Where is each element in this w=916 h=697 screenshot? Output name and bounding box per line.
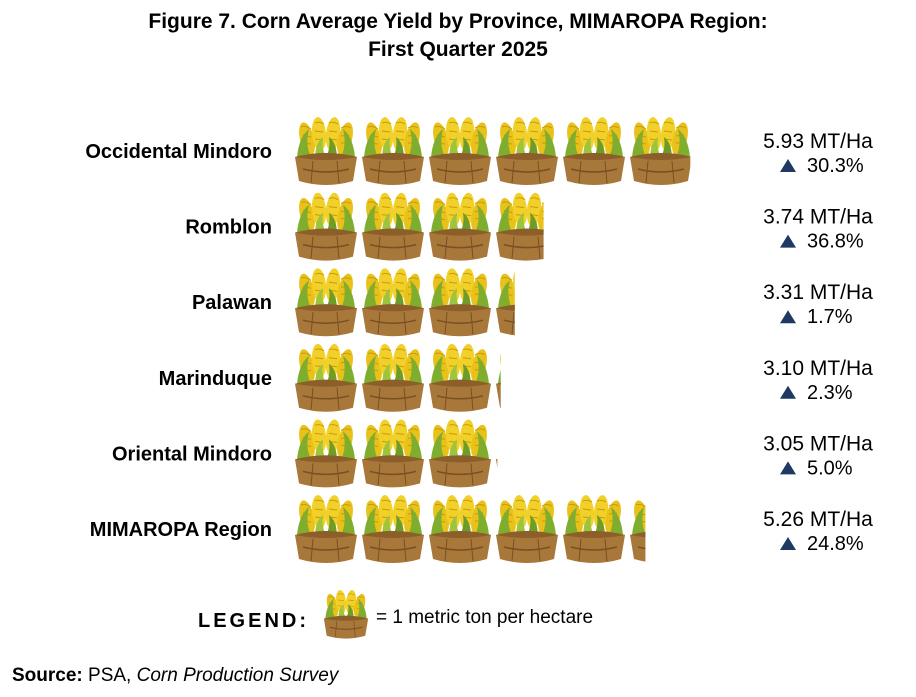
corn-basket-icon [629, 117, 691, 186]
value-label: 5.26 MT/Ha [763, 508, 873, 531]
corn-basket-icon [428, 268, 492, 337]
corn-basket-icon [294, 495, 358, 564]
corn-basket-icon [428, 117, 492, 186]
corn-basket-icon [495, 419, 498, 489]
corn-basket-icon [629, 495, 646, 564]
corn-basket-icon [361, 268, 425, 337]
up-arrow-icon [780, 461, 796, 475]
legend-text: = 1 metric ton per hectare [376, 607, 594, 628]
legend-title: LEGEND: [198, 610, 309, 632]
pictogram-bar [294, 419, 498, 489]
corn-basket-icon [428, 343, 492, 413]
change-label: 2.3% [807, 382, 853, 404]
corn-basket-icon [495, 192, 544, 262]
corn-basket-icon [428, 192, 492, 262]
category-label: Romblon [185, 217, 272, 239]
corn-basket-icon [495, 117, 559, 186]
chart-title: Figure 7. Corn Average Yield by Province… [0, 8, 916, 64]
change-label: 24.8% [807, 533, 864, 555]
source-note: Source: PSA, Corn Production Survey [12, 665, 338, 687]
change-label: 1.7% [807, 306, 853, 328]
value-label: 3.10 MT/Ha [763, 357, 873, 380]
up-arrow-icon [780, 234, 796, 248]
corn-basket-icon [294, 117, 358, 186]
value-label: 5.93 MT/Ha [763, 130, 873, 153]
chart-row: Palawan 3.31 MT/Ha1.7% [192, 268, 873, 337]
category-label: Marinduque [159, 368, 272, 390]
corn-basket-icon [361, 495, 425, 564]
corn-basket-icon [495, 268, 515, 337]
corn-basket-icon [361, 192, 425, 262]
pictogram-bar [294, 268, 515, 337]
source-survey: Corn Production Survey [136, 665, 339, 686]
corn-basket-icon [361, 343, 425, 413]
pictogram-bar [294, 117, 691, 186]
change-label: 5.0% [807, 457, 853, 479]
corn-basket-icon [495, 343, 501, 413]
category-label: Occidental Mindoro [85, 141, 272, 163]
category-label: Oriental Mindoro [112, 443, 272, 465]
corn-basket-icon [428, 419, 492, 489]
corn-basket-icon [361, 117, 425, 186]
value-label: 3.31 MT/Ha [763, 281, 873, 304]
category-label: Palawan [192, 292, 272, 314]
change-label: 36.8% [807, 231, 864, 253]
chart-row: Oriental Mindoro 3.05 MT/Ha5.0% [112, 419, 873, 489]
corn-basket-icon [562, 117, 626, 186]
value-label: 3.74 MT/Ha [763, 206, 873, 229]
corn-basket-icon [495, 495, 559, 564]
value-label: 3.05 MT/Ha [763, 432, 873, 455]
change-label: 30.3% [807, 155, 864, 177]
corn-basket-icon [294, 343, 358, 413]
corn-basket-icon [323, 590, 369, 640]
pictogram-bar [294, 495, 646, 564]
up-arrow-icon [780, 537, 796, 550]
chart-row: Marinduque 3.10 MT/Ha2.3% [159, 343, 873, 413]
source-label: Source: [12, 665, 83, 686]
pictogram-bar [294, 192, 544, 262]
corn-basket-icon [428, 495, 492, 564]
corn-basket-icon [294, 192, 358, 262]
source-agency: PSA, [82, 665, 137, 686]
title-line-1: Figure 7. Corn Average Yield by Province… [148, 10, 768, 33]
up-arrow-icon [780, 310, 796, 324]
corn-basket-icon [361, 419, 425, 489]
corn-basket-icon [294, 268, 358, 337]
corn-basket-icon [562, 495, 626, 564]
pictogram-bar [294, 343, 501, 413]
up-arrow-icon [780, 385, 796, 399]
corn-basket-icon [294, 419, 358, 489]
title-line-2: First Quarter 2025 [368, 38, 548, 61]
category-label: MIMAROPA Region [90, 519, 272, 541]
up-arrow-icon [780, 159, 796, 172]
